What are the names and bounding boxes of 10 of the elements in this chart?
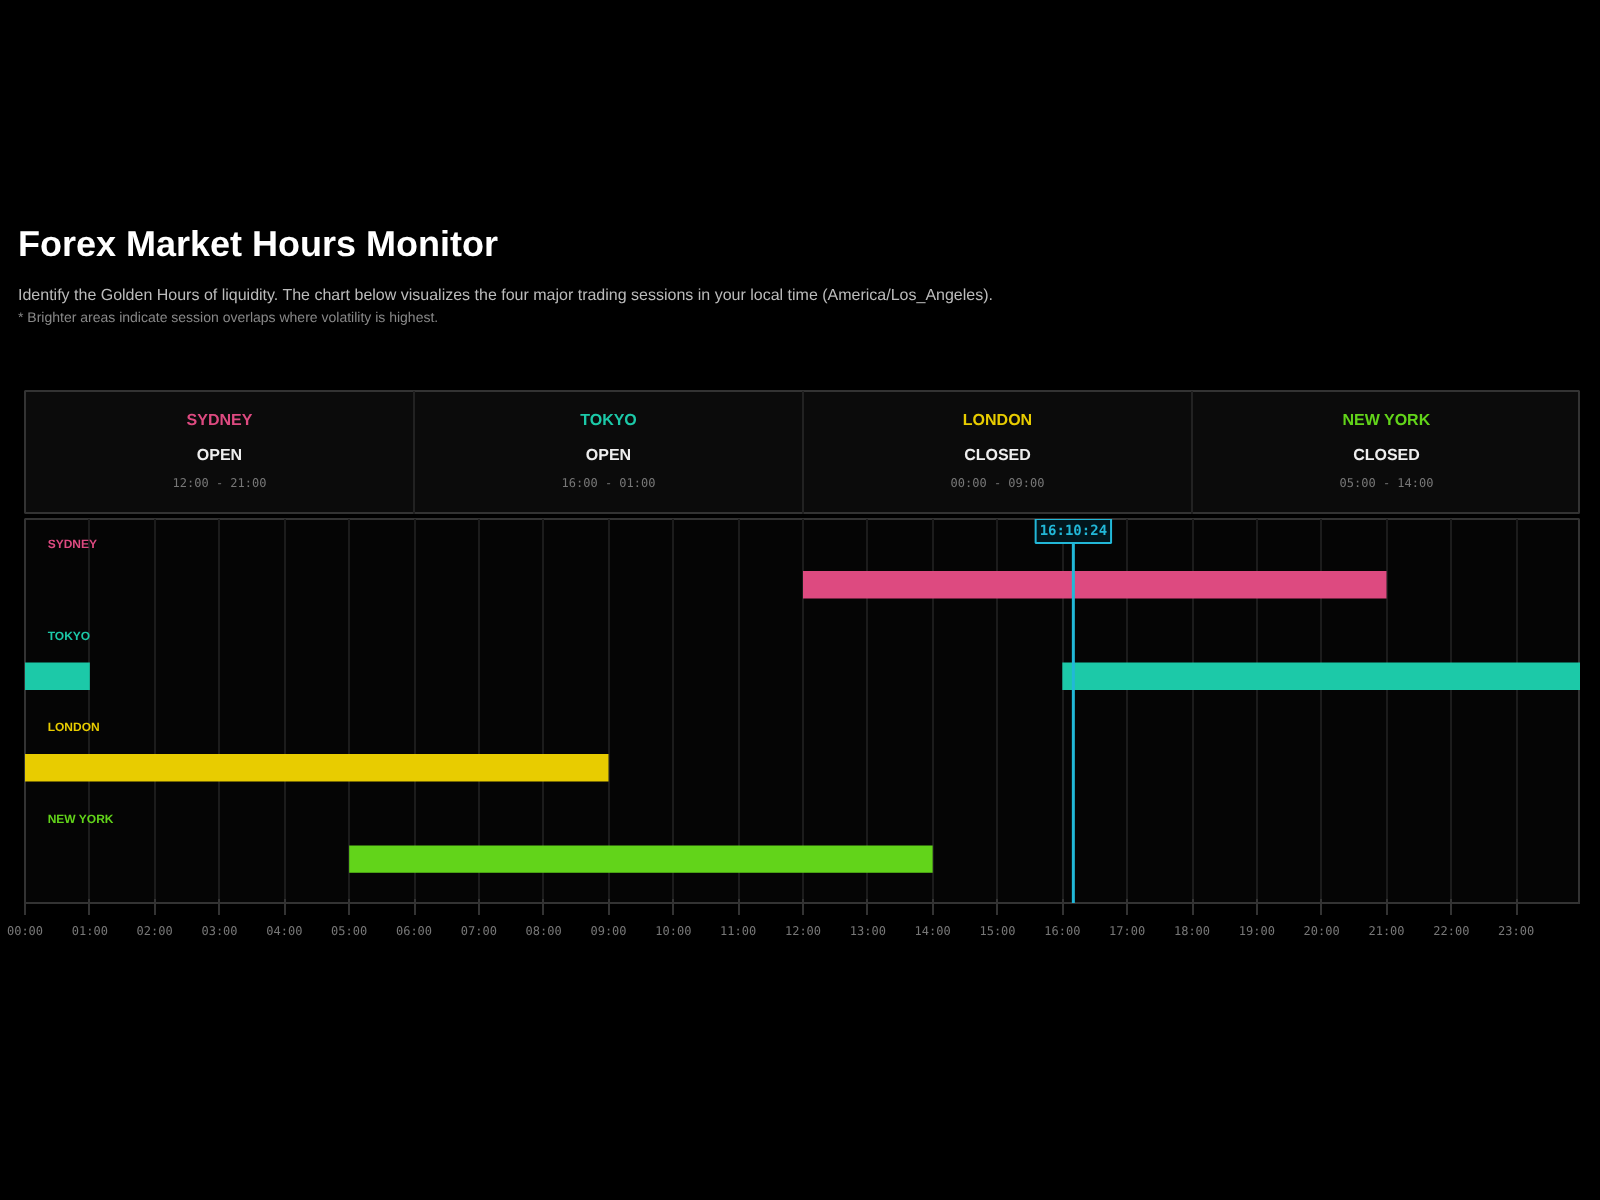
category-label: NEW YORK	[1342, 410, 1431, 429]
category-label: TOKYO	[580, 410, 637, 429]
text: CLOSED	[1353, 446, 1421, 465]
chart-subtitle: Identify the Golden Hours of liquidity. The chart below visualizes the four major trading sessions in your local time (America/Los_Angeles).	[18, 283, 993, 307]
text: CLOSED	[964, 446, 1032, 465]
text: OPEN	[585, 446, 632, 465]
category-label: SYDNEY	[186, 410, 253, 429]
text: OPEN	[196, 446, 243, 465]
chart-title: Forex Market Hours Monitor	[18, 222, 501, 268]
category-label: LONDON	[962, 410, 1033, 429]
